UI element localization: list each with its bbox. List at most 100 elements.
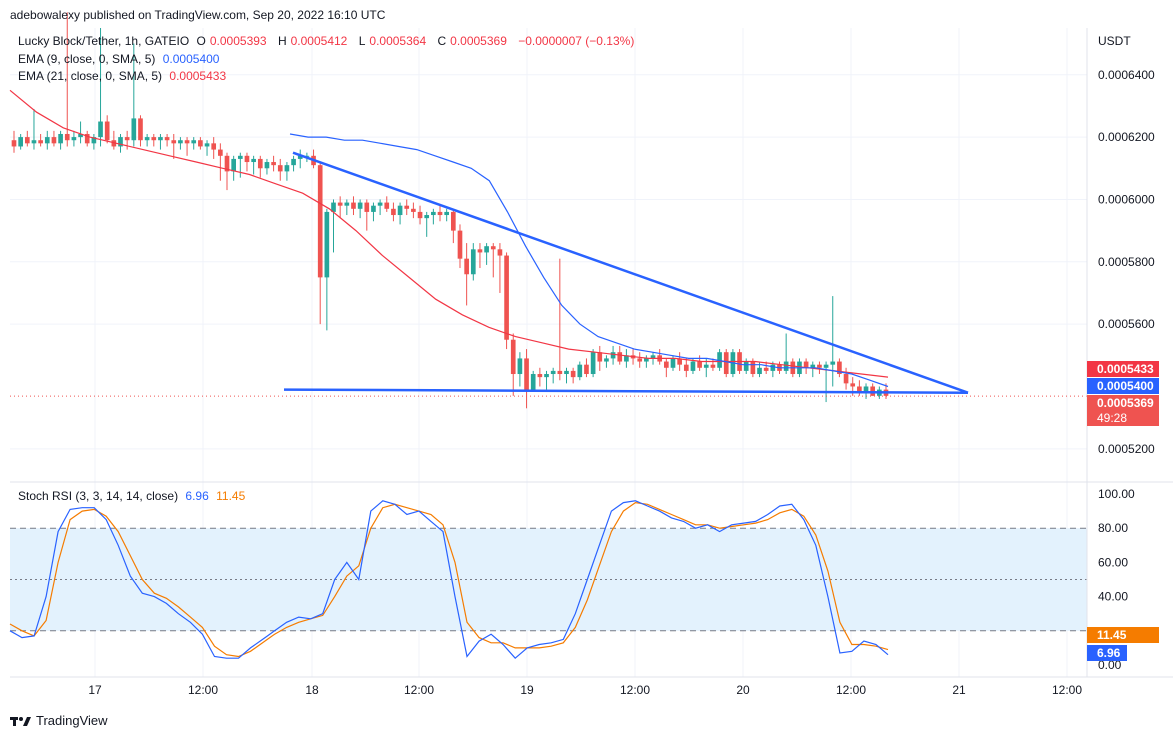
axes: 17 12:00 18 12:00 19 12:00 20 12:00 21 12:000.000… [10,28,1173,697]
candle-body [437,211,443,216]
candle [111,130,117,150]
candle-body [317,165,323,278]
candle [211,137,217,159]
candle [151,133,157,147]
candle [524,349,529,409]
candle [171,133,177,159]
candle-body [344,202,350,206]
candle [411,202,416,219]
candle-body [530,374,536,390]
tradingview-logo[interactable]: TradingView [10,713,108,728]
candle [590,349,596,378]
candle [537,367,543,387]
candle [810,361,816,378]
x-tick-label: 19 [520,683,534,697]
candle-body [64,133,70,141]
x-tick-label: 12:00 [188,683,218,697]
candle-body [24,137,30,144]
candle-body [610,352,616,359]
ema9-legend[interactable]: EMA (9, close, 0, SMA, 5) 0.0005400 [18,52,223,66]
ema21-legend[interactable]: EMA (21, close, 0, SMA, 5) 0.0005433 [18,69,230,83]
candle-body [677,358,682,365]
candle [31,109,37,150]
candle-body [417,211,423,219]
tradingview-logo-icon [10,716,31,726]
candle [870,383,876,396]
candle-body [837,361,842,375]
candle-body [763,367,769,371]
candle [677,352,682,371]
publisher-line: adebowalexy published on TradingView.com… [10,8,386,22]
price-axis-unit: USDT [1098,34,1131,48]
change-value: −0.0000007 (−0.13%) [518,34,635,48]
candle [490,243,496,278]
candle [237,152,243,178]
candle-body [411,208,416,212]
candle [331,199,336,253]
countdown-badge: 49:28 [1087,410,1159,426]
candle [264,158,270,175]
candle [397,202,403,225]
candle-body [164,137,170,141]
candle [817,361,822,375]
candle [51,130,57,147]
candle [584,358,589,378]
stoch-tick-label: 40.00 [1098,590,1128,604]
x-tick-label: 12:00 [620,683,650,697]
candle-body [98,121,103,138]
candle [464,243,469,306]
candle [564,367,569,384]
candle [371,202,376,222]
candle-body [404,205,410,209]
candle [404,199,410,216]
candle [58,130,63,150]
ema9-badge: 0.0005400 [1087,378,1159,394]
stoch-legend[interactable]: Stoch RSI (3, 3, 14, 14, close) 6.96 11.… [18,489,249,503]
candle-body [557,370,563,375]
candle-body [391,208,396,216]
stoch-d-value: 11.45 [216,489,246,503]
x-tick-label: 12:00 [404,683,434,697]
candle [357,199,363,219]
tradingview-wordmark: TradingView [36,713,108,728]
candle [763,361,769,375]
candle [457,224,463,269]
candle-body [604,358,609,362]
candle [450,208,456,244]
candle-body [324,211,330,278]
candle [271,155,276,172]
candle-body [490,246,496,250]
candle-body [690,361,696,371]
candle [317,162,323,325]
candle-body [18,137,23,147]
candle [530,370,536,390]
x-tick-label: 12:00 [1052,683,1082,697]
candle-body [211,143,217,150]
candle-body [444,211,450,216]
candle-body [11,140,17,147]
candle [823,361,829,403]
candle-body [830,361,836,365]
candle-body [91,137,97,144]
price-tick-label: 0.0006400 [1098,68,1155,82]
candle [557,258,563,381]
ema21-value: 0.0005433 [169,69,227,83]
candle-body [218,149,223,156]
candle-body [470,249,476,275]
candle [550,367,556,384]
candle-body [364,202,370,212]
candle-body [723,352,729,375]
candle [544,370,549,390]
candle [131,43,137,147]
candle-body [757,367,762,375]
ema21-line [9,89,889,378]
candle-body [477,249,483,253]
x-tick-label: 17 [88,683,102,697]
candle-body [124,137,130,141]
close-label: C [437,34,447,48]
stoch-d-line [9,501,889,658]
stoch-label: Stoch RSI (3, 3, 14, 14, close) [18,489,179,503]
symbol-name[interactable]: Lucky Block/Tether, 1h, GATEIO [18,34,190,48]
candle [251,155,256,175]
